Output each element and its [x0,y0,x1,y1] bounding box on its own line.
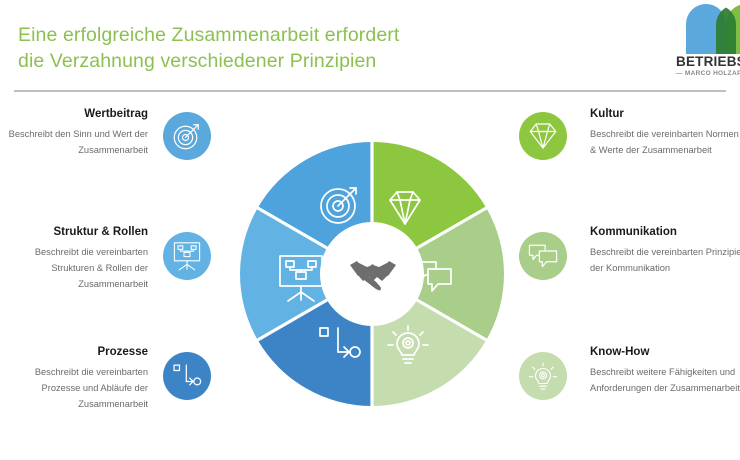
lightbulb-gear-icon [528,362,558,390]
wheel-hub [338,239,408,309]
principle-block-kommunikation[interactable]: Kommunikation Beschreibt die vereinbarte… [514,222,740,322]
principle-block-knowhow[interactable]: Know-How Beschreibt weitere Fähigkeiten … [514,342,740,442]
page-title: Eine erfolgreiche Zusammenarbeit erforde… [18,22,488,74]
principle-bubble-kultur[interactable] [519,112,567,160]
principle-desc-wertbeitrag: Beschreibt den Sinn und Wert der Zusamme… [8,129,148,155]
target-icon [173,124,199,150]
segment-icon-speech-bubbles [414,261,452,292]
principles-wheel [238,138,506,410]
segment-icon-lightbulb-gear [387,325,429,364]
principle-block-wertbeitrag[interactable]: Wertbeitrag Beschreibt den Sinn und Wert… [0,104,230,194]
segment-icon-target [320,187,357,224]
principle-desc-knowhow: Beschreibt weitere Fähigkeiten und Anfor… [590,367,740,393]
segment-icon-diamond [389,191,421,225]
page-title-line-2: die Verzahnung verschiedener Prinzipien [18,50,377,72]
principle-desc-kultur: Beschreibt die vereinbarten Normen & Wer… [590,129,739,155]
principle-heading-struktur: Struktur & Rollen [53,226,148,238]
principle-bubble-knowhow[interactable] [519,352,567,400]
segment-icon-org-chart-board [279,255,323,302]
principle-bubble-wertbeitrag[interactable] [163,112,211,160]
principle-heading-knowhow: Know-How [590,346,650,358]
principle-block-prozesse[interactable]: Prozesse Beschreibt die vereinbarten Pro… [0,342,230,442]
logo-mark-icon [684,4,740,54]
org-chart-board-icon [173,242,201,271]
principle-bubble-kommunikation[interactable] [519,232,567,280]
diamond-icon [529,123,557,149]
header-divider [14,90,726,92]
principle-heading-wertbeitrag: Wertbeitrag [84,108,148,120]
principle-heading-kommunikation: Kommunikation [590,226,677,238]
principle-desc-prozesse: Beschreibt die vereinbarten Prozesse und… [34,367,148,409]
brand-logo: BETRIEBSDIA — MARCO HOLZAPFE [676,4,740,82]
speech-bubbles-icon [528,244,558,268]
principle-block-kultur[interactable]: Kultur Beschreibt die vereinbarten Norme… [514,104,740,194]
page-title-line-1: Eine erfolgreiche Zusammenarbeit erforde… [18,24,400,46]
segment-icon-flowchart [319,327,361,358]
principle-heading-prozesse: Prozesse [97,346,148,358]
principle-bubble-struktur[interactable] [163,232,211,280]
flowchart-icon [173,364,202,386]
principle-block-struktur[interactable]: Struktur & Rollen Beschreibt die vereinb… [0,222,230,322]
logo-tagline: — MARCO HOLZAPFE [676,70,740,77]
handshake-icon [350,261,396,291]
principle-heading-kultur: Kultur [590,108,624,120]
principle-bubble-prozesse[interactable] [163,352,211,400]
logo-wordmark: BETRIEBSDIA [676,54,740,69]
principle-desc-struktur: Beschreibt die vereinbarten Strukturen &… [34,247,148,289]
principle-desc-kommunikation: Beschreibt die vereinbarten Prinzipien d… [590,247,740,273]
